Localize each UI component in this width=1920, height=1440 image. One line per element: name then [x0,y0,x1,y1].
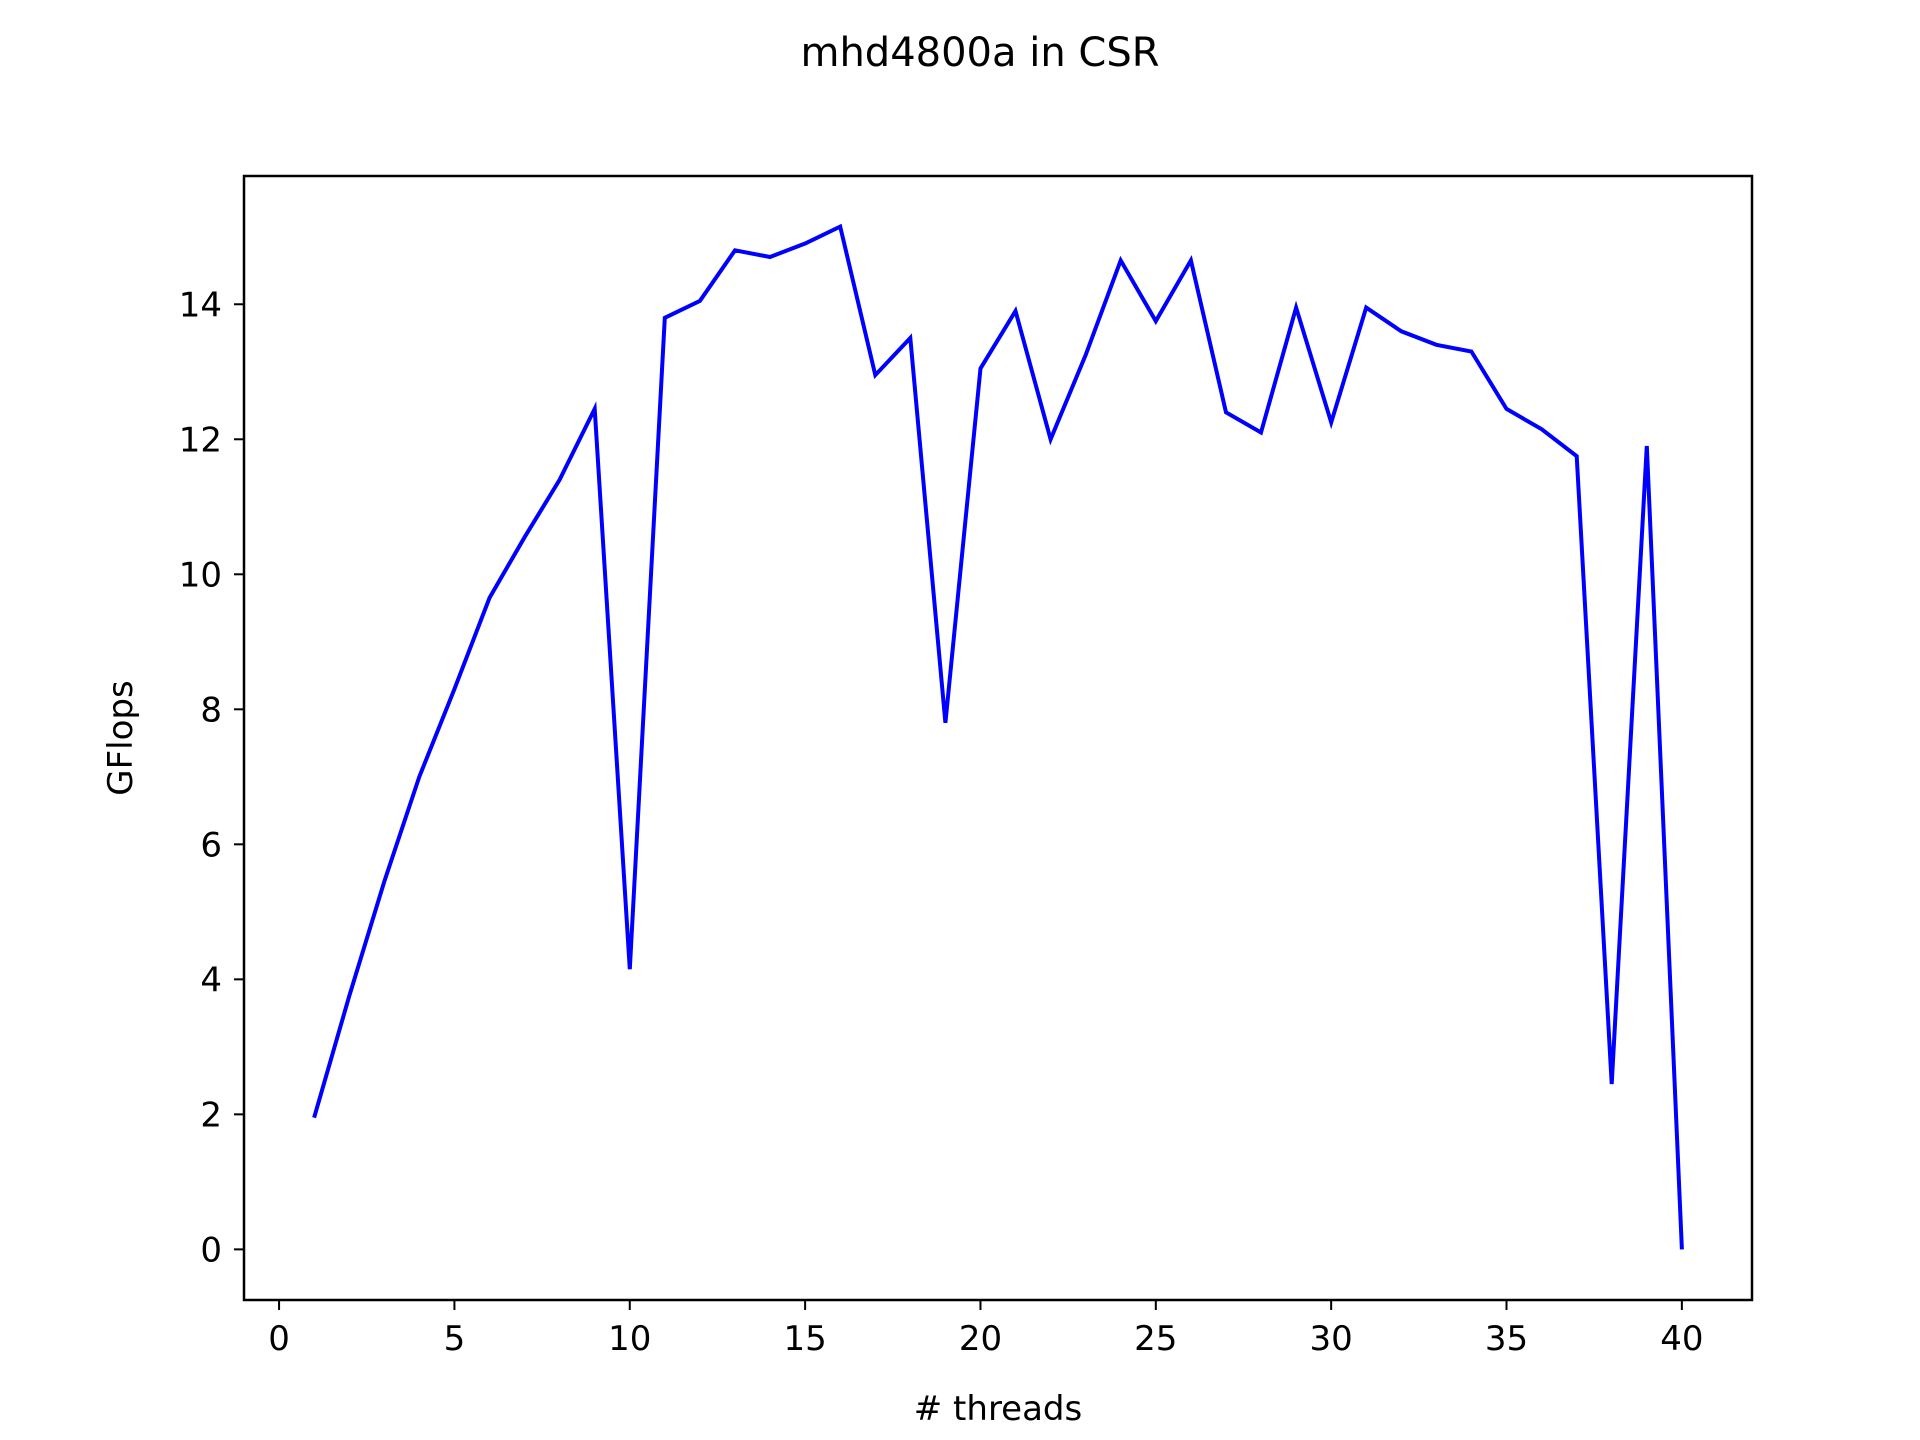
series-line [312,223,1684,1250]
y-tick-label: 12 [179,420,222,460]
y-tick-label: 2 [200,1095,222,1135]
y-tick-label: 8 [200,690,222,730]
x-tick-label: 0 [268,1319,290,1359]
y-tick-label: 14 [179,285,222,325]
y-tick-label: 0 [200,1230,222,1270]
plot-area [244,176,1752,1300]
y-tick-label: 4 [200,960,222,1000]
y-tick-label: 6 [200,825,222,865]
x-tick-label: 40 [1660,1319,1703,1359]
y-axis-label: GFlops [101,680,141,795]
x-tick-label: 10 [608,1319,651,1359]
chart-title: mhd4800a in CSR [800,30,1159,76]
x-tick-label: 30 [1310,1319,1353,1359]
y-axis-ticks: 0 2 4 6 8 10 12 14 [179,285,244,1270]
plot-frame [242,174,1754,1302]
x-tick-label: 20 [959,1319,1002,1359]
x-axis-label: # threads [914,1389,1082,1429]
x-tick-label: 25 [1134,1319,1177,1359]
y-tick-label: 10 [179,555,222,595]
x-axis-ticks: 0 5 10 15 20 25 30 35 40 [268,1300,1703,1359]
x-tick-label: 5 [444,1319,466,1359]
x-tick-label: 15 [783,1319,826,1359]
x-tick-label: 35 [1485,1319,1528,1359]
